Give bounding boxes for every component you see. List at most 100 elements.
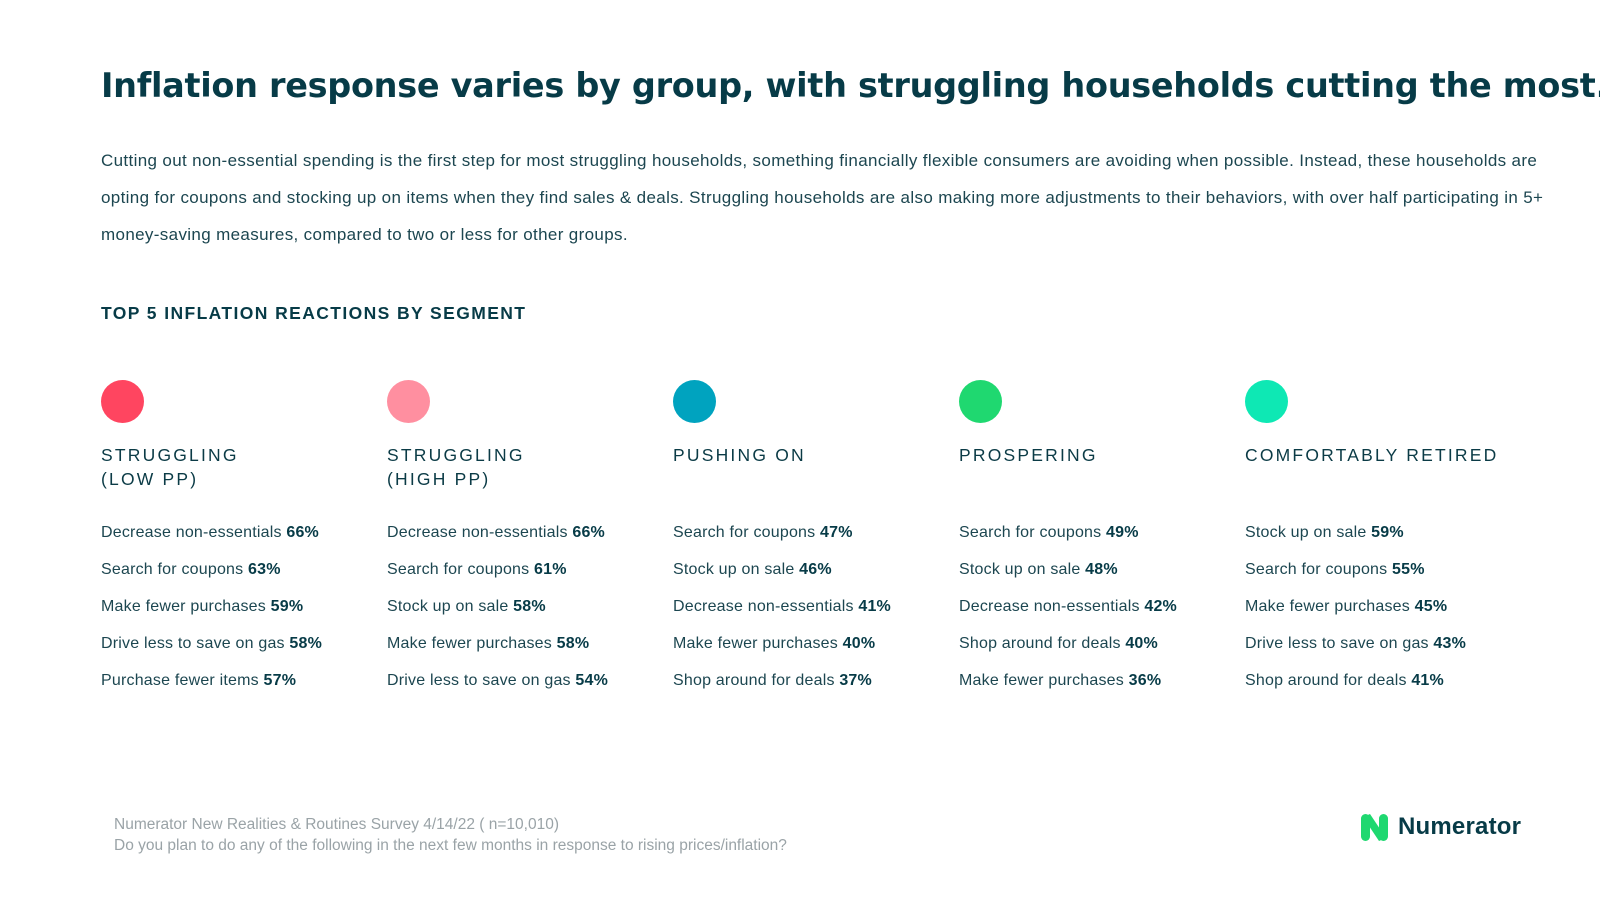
reaction-label: Drive less to save on gas [387,672,571,689]
reaction-percent: 47% [820,524,853,541]
reaction-item: Decrease non-essentials 42% [959,597,1229,616]
intro-paragraph: Cutting out non-essential spending is th… [101,151,1544,244]
reaction-item: Make fewer purchases 45% [1245,597,1515,616]
reaction-percent: 57% [263,672,297,689]
reaction-item: Shop around for deals 40% [959,634,1229,653]
reaction-item: Stock up on sale 46% [673,560,943,579]
reaction-item: Shop around for deals 41% [1245,671,1515,690]
segment-comfortably-retired: COMFORTABLY RETIRED Stock up on sale 59%… [1245,380,1515,708]
footnote-question: Do you plan to do any of the following i… [114,837,787,854]
reaction-item: Make fewer purchases 58% [387,634,657,653]
reaction-percent: 58% [289,635,323,652]
reaction-label: Search for coupons [387,561,530,578]
reaction-label: Make fewer purchases [1245,598,1410,615]
reaction-list: Search for coupons 47% Stock up on sale … [673,523,943,690]
reaction-label: Decrease non-essentials [101,524,282,541]
reaction-percent: 40% [1125,635,1158,652]
reaction-label: Shop around for deals [673,672,835,689]
numerator-logo: Numerator [1361,813,1521,841]
segment-name-line2: (LOW PP) [101,469,199,489]
reaction-item: Drive less to save on gas 58% [101,634,371,653]
reaction-item: Stock up on sale 48% [959,560,1229,579]
reaction-list: Decrease non-essentials 66% Search for c… [101,523,371,690]
reaction-item: Drive less to save on gas 43% [1245,634,1515,653]
reaction-percent: 42% [1144,598,1177,615]
footnote-source: Numerator New Realities & Routines Surve… [114,816,559,833]
segment-dot-icon [673,380,716,423]
reaction-label: Make fewer purchases [101,598,266,615]
reaction-item: Search for coupons 55% [1245,560,1515,579]
segment-prospering: PROSPERING Search for coupons 49% Stock … [959,380,1229,708]
reaction-label: Decrease non-essentials [387,524,568,541]
reaction-percent: 48% [1085,561,1118,578]
reaction-percent: 61% [534,561,567,578]
reaction-label: Shop around for deals [1245,672,1407,689]
reaction-label: Make fewer purchases [387,635,552,652]
segment-name-line1: PUSHING ON [673,445,806,465]
reaction-label: Search for coupons [101,561,244,578]
segment-struggling-high-pp: STRUGGLING (HIGH PP) Decrease non-essent… [387,380,657,708]
reaction-percent: 41% [1411,672,1444,689]
reaction-percent: 55% [1392,561,1425,578]
reaction-item: Decrease non-essentials 41% [673,597,943,616]
reaction-item: Make fewer purchases 59% [101,597,371,616]
reaction-item: Stock up on sale 58% [387,597,657,616]
segment-name: STRUGGLING (LOW PP) [101,443,371,493]
segment-dot-icon [387,380,430,423]
segment-name: PUSHING ON [673,443,943,493]
reaction-item: Search for coupons 47% [673,523,943,542]
numerator-logo-text: Numerator [1398,813,1522,840]
page-title: Inflation response varies by group, with… [101,66,1600,105]
reaction-label: Shop around for deals [959,635,1121,652]
reaction-item: Make fewer purchases 36% [959,671,1229,690]
reaction-percent: 46% [799,561,832,578]
reaction-list: Search for coupons 49% Stock up on sale … [959,523,1229,690]
numerator-logo-icon [1361,813,1388,841]
reaction-percent: 59% [270,598,304,615]
segment-struggling-low-pp: STRUGGLING (LOW PP) Decrease non-essenti… [101,380,371,708]
reaction-percent: 49% [1106,524,1139,541]
reaction-label: Stock up on sale [1245,524,1367,541]
segment-name-line1: PROSPERING [959,445,1098,465]
reaction-item: Search for coupons 49% [959,523,1229,542]
reaction-percent: 43% [1433,635,1467,652]
reaction-percent: 45% [1414,598,1448,615]
reaction-percent: 58% [556,635,590,652]
reaction-percent: 58% [513,598,546,615]
reaction-percent: 41% [858,598,891,615]
reaction-item: Purchase fewer items 57% [101,671,371,690]
reaction-percent: 66% [572,524,605,541]
reaction-label: Stock up on sale [673,561,795,578]
segment-name-line1: COMFORTABLY RETIRED [1245,445,1499,465]
reaction-item: Make fewer purchases 40% [673,634,943,653]
segment-name: PROSPERING [959,443,1229,493]
reaction-label: Purchase fewer items [101,672,259,689]
segment-name-line1: STRUGGLING [387,445,525,465]
reaction-percent: 63% [248,561,281,578]
reaction-percent: 37% [839,672,872,689]
reaction-label: Search for coupons [673,524,816,541]
segment-name: STRUGGLING (HIGH PP) [387,443,657,493]
reaction-label: Drive less to save on gas [1245,635,1429,652]
reaction-label: Stock up on sale [959,561,1081,578]
segment-name: COMFORTABLY RETIRED [1245,443,1515,493]
reaction-list: Stock up on sale 59% Search for coupons … [1245,523,1515,690]
reaction-label: Make fewer purchases [959,672,1124,689]
segment-pushing-on: PUSHING ON Search for coupons 47% Stock … [673,380,943,708]
reaction-percent: 54% [575,672,609,689]
reaction-percent: 40% [842,635,876,652]
reaction-item: Stock up on sale 59% [1245,523,1515,542]
reaction-item: Search for coupons 63% [101,560,371,579]
reaction-item: Shop around for deals 37% [673,671,943,690]
reaction-label: Make fewer purchases [673,635,838,652]
reaction-label: Search for coupons [959,524,1102,541]
segment-dot-icon [1245,380,1288,423]
reaction-label: Search for coupons [1245,561,1388,578]
reaction-label: Decrease non-essentials [673,598,854,615]
reaction-item: Decrease non-essentials 66% [387,523,657,542]
segment-name-line2: (HIGH PP) [387,469,491,489]
reaction-list: Decrease non-essentials 66% Search for c… [387,523,657,690]
reaction-item: Decrease non-essentials 66% [101,523,371,542]
reaction-percent: 59% [1371,524,1404,541]
reaction-percent: 66% [286,524,319,541]
